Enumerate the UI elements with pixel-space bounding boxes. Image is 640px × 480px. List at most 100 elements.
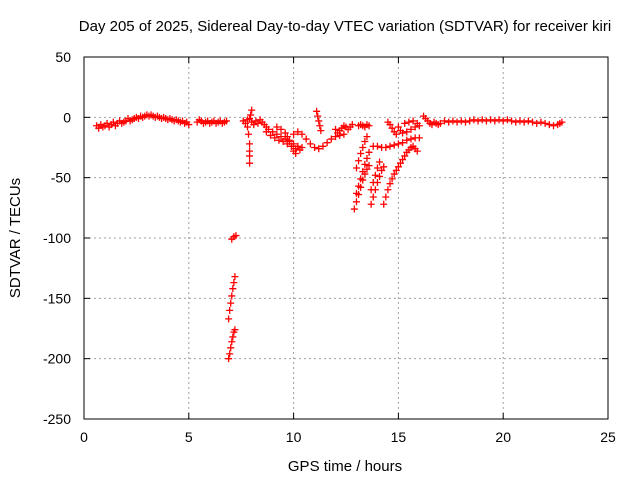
x-tick-label: 0 (80, 429, 88, 445)
data-point (411, 123, 419, 131)
y-axis-label: SDTVAR / TECUs (7, 178, 24, 298)
data-point (246, 159, 254, 167)
data-point (390, 141, 398, 149)
data-point (269, 128, 277, 136)
data-point (229, 285, 237, 293)
data-point (363, 154, 371, 162)
data-point (294, 128, 302, 136)
data-point (457, 117, 465, 125)
data-point (399, 129, 407, 137)
data-point (229, 333, 237, 341)
data-point (394, 123, 402, 131)
data-point (401, 119, 409, 127)
data-point (449, 117, 457, 125)
data-point (225, 355, 233, 363)
y-tick-label: 50 (55, 49, 71, 65)
data-point (298, 130, 306, 138)
data-point (254, 119, 262, 127)
data-point (407, 125, 415, 133)
data-point (382, 193, 390, 201)
y-tick-label: -250 (43, 411, 71, 427)
data-point (403, 128, 411, 136)
data-point (185, 121, 193, 129)
data-point (474, 117, 482, 125)
data-point (348, 121, 356, 129)
data-point (228, 292, 236, 300)
data-point (355, 182, 363, 190)
data-point (399, 156, 407, 164)
data-point (359, 168, 367, 176)
data-point (267, 131, 275, 139)
data-point (277, 133, 285, 141)
y-tick-label: -100 (43, 230, 71, 246)
data-point (403, 136, 411, 144)
data-point (369, 193, 377, 201)
data-point (508, 117, 516, 125)
data-point (323, 139, 331, 147)
data-point (302, 135, 310, 143)
y-tick-label: -200 (43, 351, 71, 367)
data-point (524, 117, 532, 125)
data-point (248, 106, 256, 114)
data-point (243, 123, 251, 131)
data-point (365, 122, 373, 130)
data-point (537, 118, 545, 126)
data-point (315, 117, 323, 125)
data-point (230, 279, 238, 287)
x-tick-label: 10 (286, 429, 302, 445)
y-tick-label: -50 (51, 170, 71, 186)
data-point (281, 129, 289, 137)
x-tick-label: 5 (185, 429, 193, 445)
data-point (478, 116, 486, 124)
data-point (487, 116, 495, 124)
data-point (227, 344, 235, 352)
data-point (541, 119, 549, 127)
x-axis-label: GPS time / hours (288, 458, 402, 475)
data-point (378, 166, 386, 174)
data-point (390, 170, 398, 178)
data-point (316, 122, 324, 130)
data-point (373, 142, 381, 150)
data-point (441, 117, 449, 125)
data-point (392, 166, 400, 174)
data-point (363, 133, 371, 141)
data-point (461, 118, 469, 126)
y-tick-label: -150 (43, 290, 71, 306)
data-point (357, 175, 365, 183)
data-point (109, 118, 117, 126)
data-point (226, 306, 234, 314)
data-point (273, 123, 281, 131)
data-point (382, 144, 390, 151)
data-point (332, 125, 340, 133)
data-point (285, 137, 293, 145)
data-point (466, 117, 474, 125)
data-point (226, 350, 234, 358)
data-point (231, 326, 239, 334)
data-point (388, 175, 396, 183)
data-point (407, 135, 415, 143)
data-point (413, 147, 421, 155)
data-point (350, 205, 358, 213)
data-point (453, 118, 461, 126)
data-point (520, 118, 528, 126)
data-point (384, 186, 392, 194)
data-point (246, 115, 254, 123)
data-point (363, 165, 371, 173)
data-point (290, 130, 298, 138)
data-point (298, 144, 306, 151)
data-point (315, 145, 323, 153)
data-point (386, 180, 394, 188)
data-point (550, 122, 558, 130)
data-point (352, 164, 360, 172)
data-point (373, 164, 381, 172)
data-point (103, 119, 111, 127)
data-point (380, 163, 388, 171)
data-point (386, 121, 394, 129)
data-point (376, 158, 384, 166)
data-point (273, 130, 281, 138)
data-point (491, 117, 499, 125)
axis-ticks: 0 5 10 15 20 25 50 0 -50 -100 -150 -200 -250 (43, 49, 616, 445)
data-point (288, 142, 296, 150)
data-point (388, 124, 396, 132)
